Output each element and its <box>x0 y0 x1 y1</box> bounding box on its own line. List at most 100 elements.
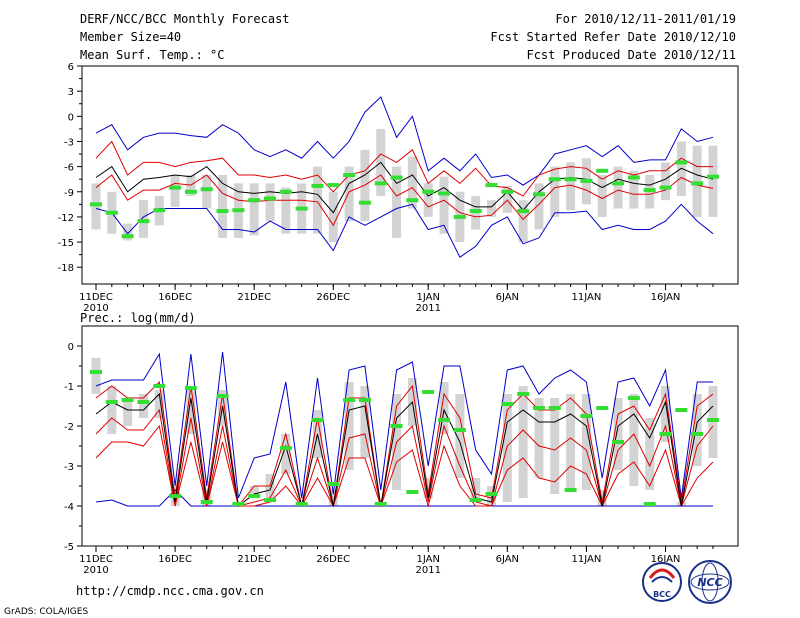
temp-box <box>138 200 148 238</box>
temp-box <box>218 175 228 238</box>
prec-xtick-label: 11JAN <box>572 554 602 565</box>
prec-observed-marker <box>121 398 134 402</box>
temp-observed-marker <box>358 200 371 205</box>
ncc-logo: NCC <box>688 560 732 604</box>
prec-box <box>344 382 354 470</box>
temp-observed-marker <box>343 173 356 177</box>
prec-xtick-label: 1JAN <box>416 554 439 565</box>
prec-box <box>581 394 591 490</box>
temp-xtick-label: 1JAN <box>416 292 439 303</box>
temp-mean-line <box>95 161 714 214</box>
temp-observed-marker <box>612 181 625 186</box>
prec-ytick-label: -2 <box>64 422 74 433</box>
prec-xtick-label: 6JAN <box>496 554 519 565</box>
temp-box <box>661 162 671 201</box>
prec-observed-marker <box>327 482 340 486</box>
prec-observed-marker <box>564 488 577 492</box>
temp-observed-marker <box>295 206 308 211</box>
prec-min-line <box>95 489 713 507</box>
temp-lower-line <box>95 174 714 227</box>
temp-box <box>566 162 576 211</box>
prec-observed-marker <box>469 498 482 502</box>
temp-ytick-label: 6 <box>68 62 74 73</box>
temp-xtick-label: 16DEC <box>158 292 192 303</box>
prec-box <box>629 394 639 486</box>
prec-observed-marker <box>153 384 166 388</box>
temp-xtick-label: 11DEC <box>79 292 113 303</box>
forecast-start-date: Fcst Started Refer Date 2010/12/10 <box>490 30 736 44</box>
temp-upper-line <box>95 140 713 197</box>
temp-observed-marker <box>137 219 150 224</box>
temp-observed-marker <box>105 210 118 215</box>
temp-box <box>170 175 180 207</box>
prec-observed-marker <box>627 396 640 400</box>
prec-observed-marker <box>264 498 277 502</box>
prec-box <box>138 394 148 418</box>
prec-observed-marker <box>90 370 102 374</box>
prec-max-line <box>95 351 713 499</box>
temp-observed-marker <box>153 208 166 213</box>
temp-box <box>312 166 322 234</box>
prec-box <box>661 386 671 442</box>
temp-observed-marker <box>169 185 182 190</box>
prec-xtick-label: 16DEC <box>158 554 192 565</box>
temp-box <box>392 166 402 238</box>
prec-observed-marker <box>612 440 625 444</box>
temp-ytick-label: -12 <box>58 213 74 224</box>
temp-xtick-label: 11JAN <box>572 292 602 303</box>
prec-observed-marker <box>343 398 356 402</box>
prec-observed-marker <box>216 394 229 398</box>
prec-box <box>423 478 433 498</box>
temp-box <box>344 166 354 222</box>
temp-box <box>518 200 528 243</box>
prec-ytick-label: -1 <box>64 382 74 393</box>
prec-ytick-label: -4 <box>64 502 74 513</box>
prec-observed-marker <box>374 502 387 506</box>
source-url[interactable]: http://cmdp.ncc.cma.gov.cn <box>76 584 264 598</box>
prec-box <box>123 398 133 426</box>
prec-observed-marker <box>422 390 435 394</box>
temp-ytick-label: -6 <box>64 163 74 174</box>
prec-upper-line <box>95 380 714 508</box>
prec-observed-marker <box>406 490 419 494</box>
temp-observed-marker <box>248 198 261 203</box>
temp-box <box>281 187 291 234</box>
prec-observed-marker <box>548 406 561 410</box>
bcc-logo: BCC <box>642 562 682 602</box>
temp-year-label: 2011 <box>415 303 440 314</box>
temp-box <box>597 175 607 217</box>
temp-ytick-label: 3 <box>68 87 74 98</box>
prec-box <box>154 390 164 418</box>
temp-observed-marker <box>264 196 277 201</box>
prec-box <box>502 394 512 502</box>
temp-ytick-label: -3 <box>64 137 74 148</box>
prec-observed-marker <box>643 502 656 506</box>
temp-observed-marker <box>279 189 292 194</box>
prec-box <box>455 394 465 478</box>
temp-observed-marker <box>659 185 672 190</box>
prec-observed-marker <box>485 492 498 496</box>
prec-xtick-label: 26DEC <box>316 554 350 565</box>
temp-observed-marker <box>691 181 704 186</box>
temp-observed-marker <box>643 188 656 193</box>
grads-credit: GrADS: COLA/IGES <box>4 607 88 617</box>
prec-ytick-label: 0 <box>68 342 74 353</box>
prec-observed-marker <box>532 406 545 410</box>
prec-observed-marker <box>169 494 182 498</box>
prec-box <box>597 490 607 506</box>
temp-observed-marker <box>438 191 451 196</box>
temp-observed-marker <box>469 209 482 214</box>
prec-box <box>107 386 117 434</box>
temp-max-line <box>95 96 714 186</box>
temp-observed-marker <box>627 175 640 180</box>
member-size: Member Size=40 <box>80 30 181 44</box>
prec-observed-marker <box>659 432 672 436</box>
temp-box <box>328 191 338 243</box>
prec-box <box>186 386 196 434</box>
temp-observed-marker <box>121 234 134 239</box>
temp-box <box>265 183 275 222</box>
prec-observed-marker <box>184 386 197 390</box>
forecast-period: For 2010/12/11-2011/01/19 <box>555 12 736 26</box>
temp-box <box>123 223 133 241</box>
